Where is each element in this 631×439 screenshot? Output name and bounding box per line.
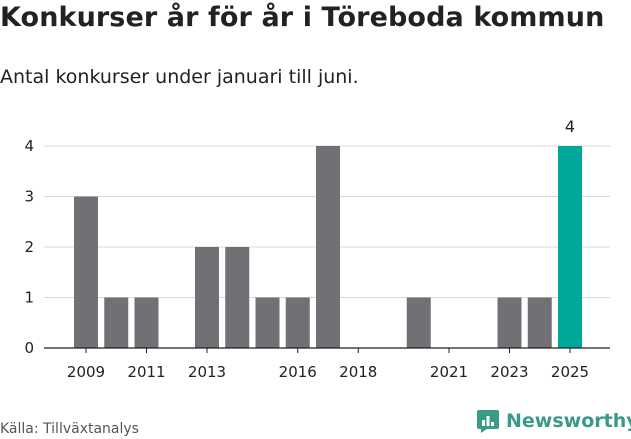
- bar-2016: [285, 297, 310, 348]
- bar-2023: [497, 297, 522, 348]
- x-tick-label-2013: 2013: [188, 363, 226, 381]
- bar-chart: 0 1 2 3 4 2009 2011 2013 2016 2018 2021 2023 2025 4: [24, 117, 610, 381]
- x-tick-label-2025: 2025: [551, 363, 589, 381]
- bar-2009: [74, 196, 98, 348]
- y-tick-label-0: 0: [24, 339, 34, 357]
- x-tick-label-2011: 2011: [127, 363, 165, 381]
- bar-2011: [134, 297, 159, 348]
- source-note: Källa: Tillväxtanalys: [0, 421, 139, 437]
- y-tick-label-1: 1: [24, 289, 34, 307]
- y-tick-label-2: 2: [24, 238, 34, 256]
- bar-2013: [195, 247, 219, 348]
- x-tick-label-2021: 2021: [430, 363, 468, 381]
- y-tick-label-4: 4: [24, 137, 34, 155]
- bar-2024: [527, 297, 552, 348]
- newsworthy-brand[interactable]: Newsworthy: [476, 409, 631, 433]
- bar-2010: [104, 297, 129, 348]
- bar-2014: [225, 247, 250, 348]
- y-tick-label-3: 3: [24, 188, 34, 206]
- brand-name: Newsworthy: [506, 410, 631, 432]
- bar-chart-logo-icon: [477, 410, 499, 433]
- bar-2020: [406, 297, 431, 348]
- bar-2017: [316, 146, 340, 348]
- x-tick-label-2018: 2018: [339, 363, 377, 381]
- bar-2025: [558, 146, 582, 348]
- data-label-2025: 4: [565, 117, 575, 136]
- chart-subtitle: Antal konkurser under januari till juni.: [0, 66, 359, 88]
- x-tick-label-2023: 2023: [490, 363, 528, 381]
- bar-2015: [255, 297, 280, 348]
- x-tick-label-2009: 2009: [67, 363, 105, 381]
- chart-title: Konkurser år för år i Töreboda kommun: [0, 2, 605, 33]
- x-tick-label-2016: 2016: [279, 363, 317, 381]
